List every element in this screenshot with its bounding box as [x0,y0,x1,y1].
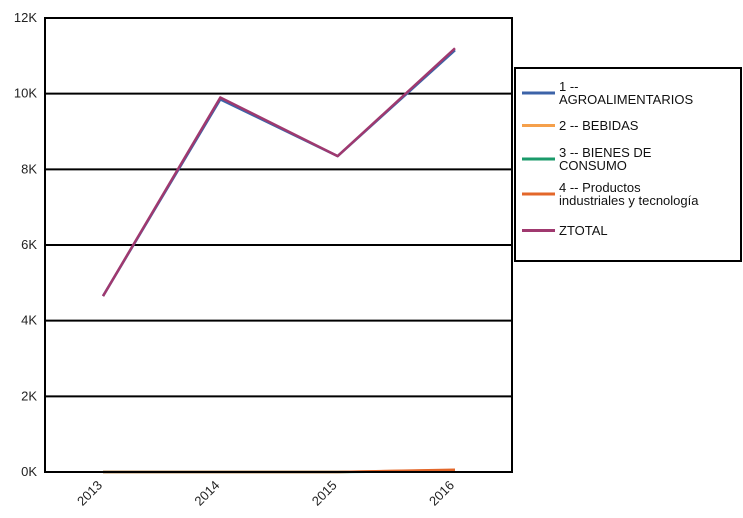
legend-item-label: 1 --AGROALIMENTARIOS [559,79,693,107]
x-tick-label: 2015 [309,478,340,509]
gridlines [45,17,512,473]
series-line [101,49,456,297]
x-axis-ticks: 2013 2014 2015 2016 [74,478,457,509]
legend-box [514,67,742,262]
series-lines [101,47,456,474]
x-tick-label: 2013 [74,478,105,509]
plot-frame [44,17,513,473]
legend-item-label: 4 -- Productos industriales y tecnología [559,180,699,208]
y-tick-label: 6K [21,237,37,252]
y-tick-label: 10K [14,86,37,101]
series-line [101,47,456,297]
legend-item-label: 2 -- BEBIDAS [559,118,639,133]
x-tick-label: 2014 [191,478,222,509]
legend: 1 --AGROALIMENTARIOS 2 -- BEBIDAS 3 -- BIE… [514,67,742,262]
y-tick-label: 4K [21,313,37,328]
y-tick-label: 8K [21,161,37,176]
y-axis-ticks: 0K 2K 4K 6K 8K 10K 12K [14,10,37,479]
y-tick-label: 2K [21,388,37,403]
x-tick-label: 2016 [426,478,457,509]
y-tick-label: 0K [21,464,37,479]
legend-item-label: ZTOTAL [559,223,608,238]
legend-item-label: 3 -- BIENES DE CONSUMO [559,145,652,173]
y-tick-label: 12K [14,10,37,25]
